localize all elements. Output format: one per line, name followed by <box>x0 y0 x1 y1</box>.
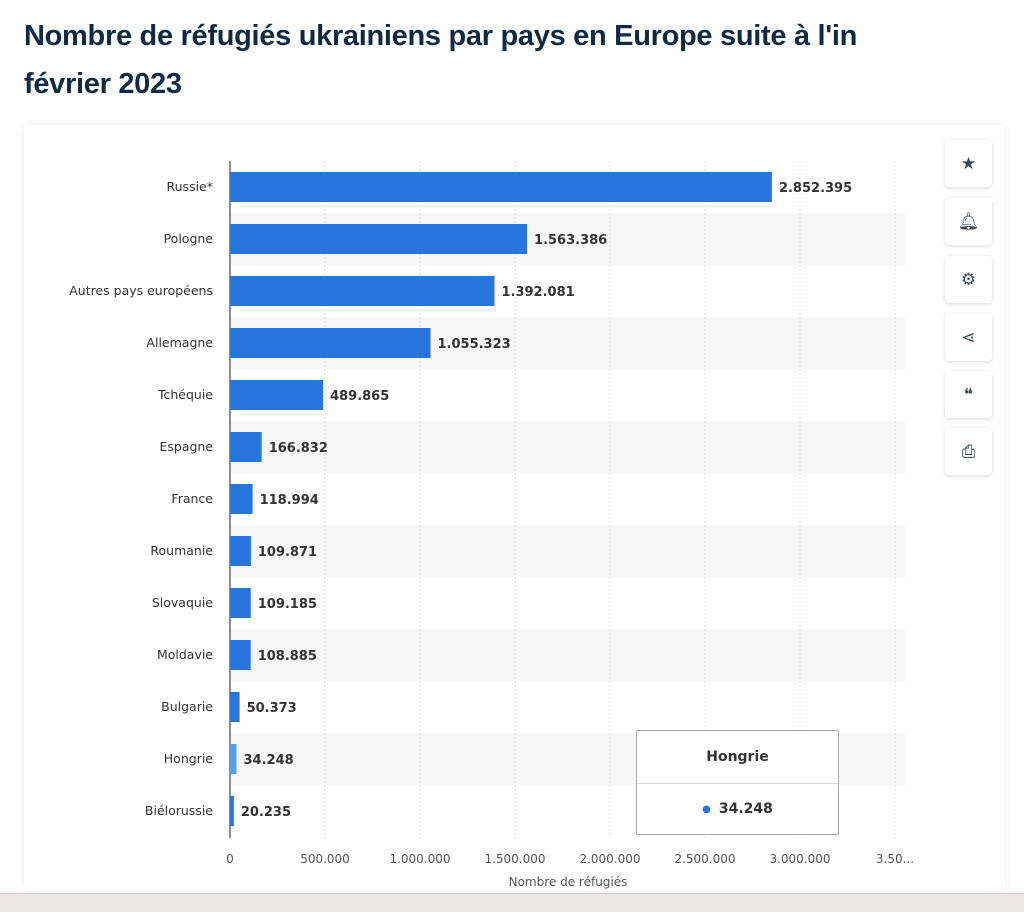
print-icon: ⎙ <box>961 441 976 462</box>
taskbar <box>0 893 1024 912</box>
x-tick-label: 1.500.000 <box>484 852 545 866</box>
y-tick-label: Pologne <box>164 231 214 246</box>
page-title: Nombre de réfugiés ukrainiens par pays e… <box>24 12 1014 108</box>
bar[interactable] <box>230 640 251 670</box>
quote-icon: ❝ <box>963 384 974 405</box>
bar[interactable] <box>230 432 262 462</box>
x-tick-label: 3.000.000 <box>769 852 830 866</box>
title-line-1: Nombre de réfugiés ukrainiens par pays e… <box>24 20 858 52</box>
x-tick-label: 500.000 <box>300 852 350 866</box>
data-label: 489.865 <box>330 389 389 404</box>
x-tick-label: 1.000.000 <box>389 852 450 866</box>
row-band <box>230 629 906 681</box>
bar[interactable] <box>230 328 431 358</box>
bar[interactable] <box>230 276 495 306</box>
data-label: 1.563.386 <box>534 233 607 248</box>
data-label: 109.185 <box>258 597 317 612</box>
row-band <box>230 525 906 577</box>
x-tick-label: 2.500.000 <box>674 852 735 866</box>
x-tick-label: 3.50... <box>876 852 914 866</box>
data-label: 109.871 <box>258 545 317 560</box>
tooltip-label: Hongrie <box>637 731 838 784</box>
data-label: 50.373 <box>247 701 297 716</box>
y-tick-label: Autres pays européens <box>69 283 213 298</box>
bar[interactable] <box>230 484 253 514</box>
y-tick-label: Roumanie <box>150 543 213 558</box>
y-tick-label: Slovaquie <box>152 595 213 610</box>
y-tick-label: Moldavie <box>157 647 213 662</box>
data-label: 118.994 <box>260 493 319 508</box>
tooltip-dot-icon: ● <box>702 803 711 815</box>
y-tick-label: Tchéquie <box>157 387 213 402</box>
share-icon: ⋖ <box>961 327 976 348</box>
bar[interactable] <box>230 380 324 410</box>
data-label: 166.832 <box>269 441 328 456</box>
bell-icon: 🔔︎ <box>957 211 980 232</box>
data-label: 20.235 <box>241 805 291 820</box>
y-tick-label: Hongrie <box>164 751 214 766</box>
y-tick-label: Bulgarie <box>161 699 213 714</box>
row-band <box>230 421 906 473</box>
bar[interactable] <box>230 796 234 826</box>
bar[interactable] <box>230 536 251 566</box>
data-label: 34.248 <box>244 753 294 768</box>
quote-button[interactable]: ❝ <box>945 371 992 418</box>
bar[interactable] <box>230 172 772 202</box>
gear-button[interactable]: ⚙ <box>945 256 992 303</box>
bar[interactable] <box>230 692 240 722</box>
share-button[interactable]: ⋖ <box>945 314 992 361</box>
x-tick-label: 2.000.000 <box>579 852 640 866</box>
y-tick-label: Biélorussie <box>145 803 213 818</box>
star-icon: ★ <box>960 153 977 174</box>
bar[interactable] <box>230 744 237 774</box>
data-label: 2.852.395 <box>779 181 852 196</box>
y-tick-label: Allemagne <box>146 335 213 350</box>
data-label: 108.885 <box>258 649 317 664</box>
bar[interactable] <box>230 588 251 618</box>
print-button[interactable]: ⎙ <box>945 428 992 475</box>
data-label: 1.392.081 <box>501 285 574 300</box>
tooltip: Hongrie ● 34.248 <box>636 730 839 835</box>
x-tick-label: 0 <box>226 852 234 866</box>
data-label: 1.055.323 <box>438 337 511 352</box>
bell-button[interactable]: 🔔︎ <box>945 198 992 245</box>
x-axis-title: Nombre de réfugiés <box>509 875 628 889</box>
bar[interactable] <box>230 224 528 254</box>
y-tick-label: France <box>171 491 213 506</box>
gear-icon: ⚙ <box>960 269 977 290</box>
y-tick-label: Espagne <box>159 439 213 454</box>
star-button[interactable]: ★ <box>945 140 992 187</box>
y-tick-label: Russie* <box>167 179 213 194</box>
title-line-2: février 2023 <box>24 68 182 100</box>
tooltip-value: 34.248 <box>718 801 773 817</box>
